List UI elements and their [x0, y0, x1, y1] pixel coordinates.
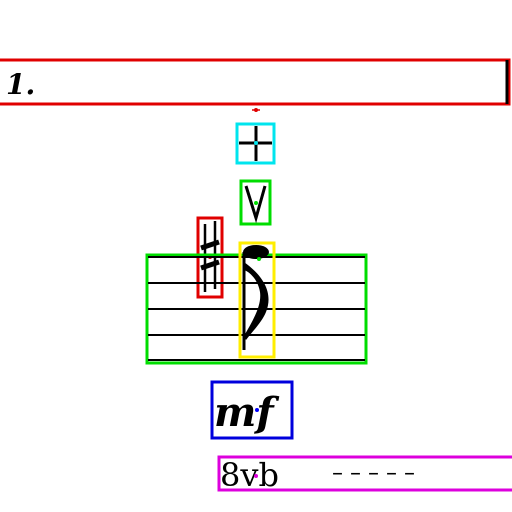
dynamic-mark: mf [214, 389, 279, 436]
volta-label: 1. [6, 68, 35, 101]
ottava-center-dot [254, 474, 258, 478]
ottava-bbox [217, 455, 512, 492]
ottava-dashes: – – – – – [332, 461, 415, 486]
note-center-dot [257, 257, 261, 261]
staff-lines [148, 256, 365, 361]
bow-bbox [239, 179, 272, 226]
note-bbox [238, 241, 276, 359]
bow-center-dot [254, 201, 258, 205]
eighth-note-icon [242, 245, 269, 350]
dynamic-bbox [210, 380, 294, 440]
volta-bbox [0, 58, 511, 106]
cross-bbox [235, 122, 276, 165]
up-bow-icon [244, 185, 267, 224]
dynamic-center-dot [255, 408, 259, 412]
ottava-label: 8vb [220, 456, 279, 494]
cross-center-dot [254, 141, 258, 145]
